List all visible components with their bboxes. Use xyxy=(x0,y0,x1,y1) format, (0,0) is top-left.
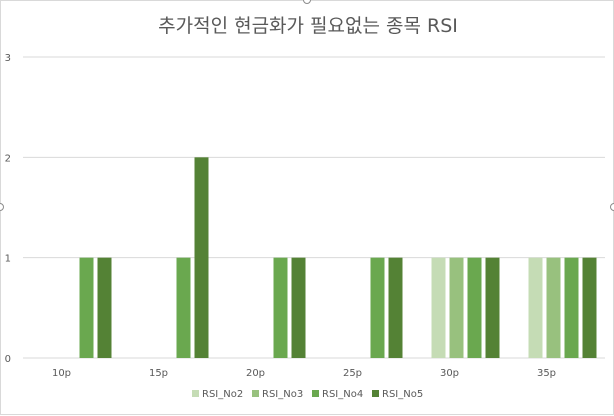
x-tick-label: 35p xyxy=(537,368,556,379)
bar-rsi-no2-35p[interactable] xyxy=(528,257,543,358)
bar-rsi-no4-20p[interactable] xyxy=(273,257,288,358)
legend-label: RSI_No3 xyxy=(262,389,303,400)
bar-rsi-no5-15p[interactable] xyxy=(194,157,209,358)
legend-label: RSI_No2 xyxy=(202,389,243,400)
bar-rsi-no4-15p[interactable] xyxy=(176,257,191,358)
bar-rsi-no4-35p[interactable] xyxy=(564,257,579,358)
legend-swatch xyxy=(252,390,259,397)
bar-rsi-no5-10p[interactable] xyxy=(97,257,112,358)
x-tick-label: 15p xyxy=(149,368,168,379)
bar-rsi-no3-35p[interactable] xyxy=(546,257,561,358)
y-tick-label: 3 xyxy=(5,53,11,64)
legend-label: RSI_No4 xyxy=(322,389,363,400)
resize-handle-right[interactable] xyxy=(610,203,614,211)
bar-rsi-no4-30p[interactable] xyxy=(467,257,482,358)
legend-swatch xyxy=(192,390,199,397)
bar-rsi-no5-20p[interactable] xyxy=(291,257,306,358)
x-tick-label: 10p xyxy=(52,368,71,379)
y-tick-label: 1 xyxy=(5,254,11,265)
chart-title: 추가적인 현금화가 필요없는 종목 RSI xyxy=(158,15,458,37)
bar-rsi-no4-25p[interactable] xyxy=(370,257,385,358)
x-tick-label: 30p xyxy=(440,368,459,379)
x-tick-label: 20p xyxy=(246,368,265,379)
y-tick-label: 2 xyxy=(5,153,11,164)
bar-rsi-no2-30p[interactable] xyxy=(431,257,446,358)
bar-rsi-no5-25p[interactable] xyxy=(388,257,403,358)
legend-swatch xyxy=(312,390,319,397)
x-tick-label: 25p xyxy=(343,368,362,379)
y-tick-label: 0 xyxy=(5,354,11,365)
bar-rsi-no5-30p[interactable] xyxy=(485,257,500,358)
bar-rsi-no3-30p[interactable] xyxy=(449,257,464,358)
legend-swatch xyxy=(372,390,379,397)
bar-rsi-no4-10p[interactable] xyxy=(79,257,94,358)
bar-rsi-no5-35p[interactable] xyxy=(582,257,597,358)
legend-label: RSI_No5 xyxy=(382,389,423,400)
